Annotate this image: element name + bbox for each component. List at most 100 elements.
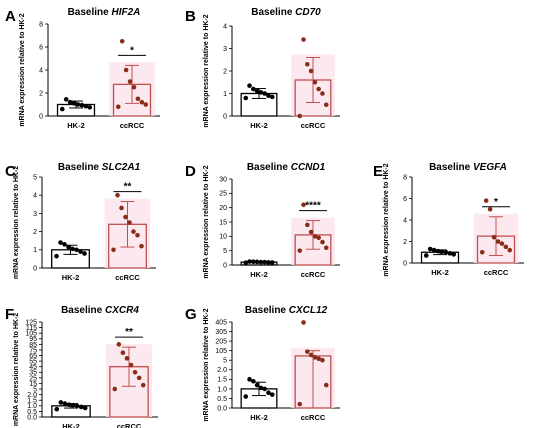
- data-point: [136, 375, 142, 381]
- y-tick-label: 5: [223, 248, 227, 255]
- data-point: [266, 93, 271, 99]
- y-tick-label: 10: [219, 234, 227, 241]
- data-point: [320, 239, 325, 245]
- panel-d: D Baseline CCND1 mRNA expression relative …: [185, 162, 340, 279]
- y-tick-label: 2: [403, 239, 407, 246]
- data-point: [435, 248, 441, 254]
- panel-title-gene: CD70: [295, 7, 321, 18]
- data-point: [266, 260, 271, 265]
- y-tick-label: 30: [219, 176, 227, 183]
- data-point: [320, 357, 325, 363]
- data-point: [123, 214, 128, 220]
- y-tick-label: 125: [25, 319, 37, 326]
- data-point: [254, 259, 260, 265]
- data-point: [127, 220, 132, 225]
- y-tick-label: 115: [26, 325, 37, 332]
- y-tick-label: 35: [29, 370, 37, 377]
- data-point: [262, 259, 267, 265]
- y-tick-label: 1: [33, 247, 37, 254]
- panel-title-prefix: Baseline: [58, 162, 102, 173]
- category-label: ccRCC: [484, 268, 509, 277]
- data-point: [479, 249, 485, 255]
- y-tick-label: 55: [29, 359, 37, 366]
- y-tick-label: 5: [33, 386, 37, 393]
- data-point: [447, 251, 453, 256]
- data-point: [491, 234, 497, 240]
- data-point: [269, 392, 275, 397]
- data-point: [54, 406, 60, 412]
- panel-letter: E: [373, 163, 383, 180]
- data-point: [58, 240, 63, 245]
- data-point: [135, 232, 140, 238]
- data-point: [305, 222, 310, 228]
- panel-title-gene: VEGFA: [473, 162, 507, 173]
- data-point: [120, 350, 126, 356]
- data-point: [247, 83, 252, 88]
- data-point: [112, 386, 118, 392]
- significance-marker: **: [125, 327, 133, 338]
- y-tick-label: 20: [219, 205, 227, 212]
- panel-title-prefix: Baseline: [245, 305, 289, 316]
- y-tick-label: 1.5: [217, 377, 227, 384]
- data-point: [443, 249, 449, 255]
- data-point: [254, 382, 260, 388]
- y-axis-label: mRNA expression relative to HK-2: [13, 166, 20, 279]
- data-point: [79, 102, 85, 108]
- category-label: HK-2: [62, 422, 80, 428]
- data-point: [123, 67, 129, 73]
- category-label: ccRCC: [117, 422, 142, 428]
- y-tick-label: 8: [39, 21, 43, 28]
- panel-title: Baseline VEGFA: [429, 162, 507, 173]
- y-tick-label: 0.0: [27, 414, 37, 421]
- data-point: [297, 113, 303, 119]
- significance-marker: ****: [305, 201, 321, 212]
- data-point: [251, 86, 256, 92]
- data-point: [251, 259, 256, 265]
- category-label: ccRCC: [301, 121, 326, 130]
- data-point: [119, 38, 125, 44]
- data-point: [243, 95, 249, 101]
- data-point: [312, 234, 318, 239]
- y-tick-label: 0: [223, 262, 227, 269]
- data-point: [59, 106, 65, 112]
- data-point: [305, 61, 310, 67]
- data-point: [312, 79, 318, 85]
- y-tick-label: 4: [39, 67, 43, 74]
- data-point: [116, 342, 122, 347]
- y-tick-label: 2.0: [27, 392, 37, 399]
- y-tick-label: 105: [25, 331, 37, 338]
- data-point: [140, 382, 146, 388]
- data-point: [431, 247, 437, 253]
- y-tick-label: 2: [33, 229, 37, 236]
- significance-marker: *: [494, 197, 498, 208]
- y-tick-label: 1.0: [217, 386, 227, 393]
- data-point: [316, 86, 321, 92]
- y-tick-label: 5: [33, 174, 37, 181]
- y-tick-label: 305: [215, 329, 227, 336]
- data-point: [423, 253, 429, 258]
- data-point: [499, 241, 505, 246]
- y-axis-label: mRNA expression relative to HK-2: [203, 14, 210, 127]
- data-point: [127, 79, 133, 84]
- data-point: [243, 394, 249, 399]
- y-tick-label: 15: [219, 219, 227, 226]
- data-point: [74, 403, 80, 409]
- panel-title: Baseline CD70: [251, 7, 321, 18]
- y-tick-label: 205: [215, 339, 227, 346]
- y-tick-label: 3: [223, 46, 227, 53]
- panel-title-prefix: Baseline: [247, 162, 291, 173]
- category-label: ccRCC: [115, 273, 140, 282]
- data-point: [258, 259, 264, 265]
- data-point: [323, 382, 329, 388]
- y-tick-label: 0: [39, 113, 43, 120]
- y-tick-label: 2: [39, 90, 43, 97]
- category-label: HK-2: [67, 121, 85, 130]
- data-point: [139, 243, 144, 249]
- panel-g: G Baseline CXCL12 mRNA expression relative…: [185, 305, 340, 422]
- y-tick-label: 2.0: [217, 367, 227, 374]
- panel-title: Baseline SLC2A1: [58, 162, 141, 173]
- data-point: [115, 104, 121, 110]
- data-point: [323, 102, 329, 108]
- panel-title-prefix: Baseline: [68, 7, 112, 18]
